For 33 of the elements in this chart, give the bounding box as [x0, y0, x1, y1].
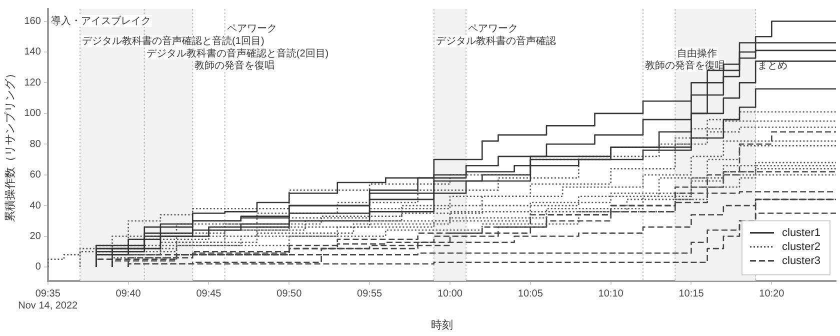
y-tick-label: 60: [30, 170, 42, 181]
x-tick-label: 10:10: [598, 288, 624, 300]
x-tick-label: 09:50: [276, 288, 302, 300]
x-tick-label: 09:35 Nov 14, 2022: [18, 288, 78, 312]
legend-label: cluster3: [782, 254, 821, 267]
x-tick-label: 10:15: [678, 288, 704, 300]
y-tick-label: 0: [35, 262, 42, 273]
y-axis-title: 累積操作数（リサンプリング）: [4, 68, 17, 222]
annotation: 自由操作: [677, 47, 718, 60]
annotation: ペアワーク: [468, 24, 518, 35]
annotation: デジタル教科書の音声確認と音読(1回目): [82, 34, 264, 47]
annotation: デジタル教科書の音声確認と音読(2回目): [146, 47, 329, 60]
x-tick-label: 09:55: [357, 288, 383, 300]
x-tick-label: 10:00: [437, 288, 463, 300]
y-tick-label: 140: [24, 46, 42, 58]
y-tick-label: 80: [30, 138, 42, 150]
x-tick-label: 09:40: [116, 288, 142, 300]
y-tick-label: 100: [24, 108, 42, 120]
y-tick-label: 20: [30, 231, 42, 242]
legend-label: cluster1: [782, 226, 821, 239]
x-tick-label: 09:45: [196, 288, 222, 300]
annotation: 導入・アイスブレイク: [50, 14, 151, 27]
annotation: まとめ: [758, 60, 788, 72]
annotation: デジタル教科書の音声確認: [436, 34, 556, 47]
y-tick-label: 160: [24, 16, 42, 28]
y-tick-label: 120: [24, 77, 42, 88]
y-tick-label: 40: [30, 200, 42, 212]
x-tick-label: 10:20: [759, 288, 785, 300]
x-axis-title: 時刻: [430, 318, 453, 332]
annotation: ペアワーク: [226, 24, 277, 35]
legend-label: cluster2: [782, 240, 821, 253]
x-tick-label: 10:05: [518, 288, 544, 300]
annotation: 教師の発音を復唱: [194, 60, 275, 72]
